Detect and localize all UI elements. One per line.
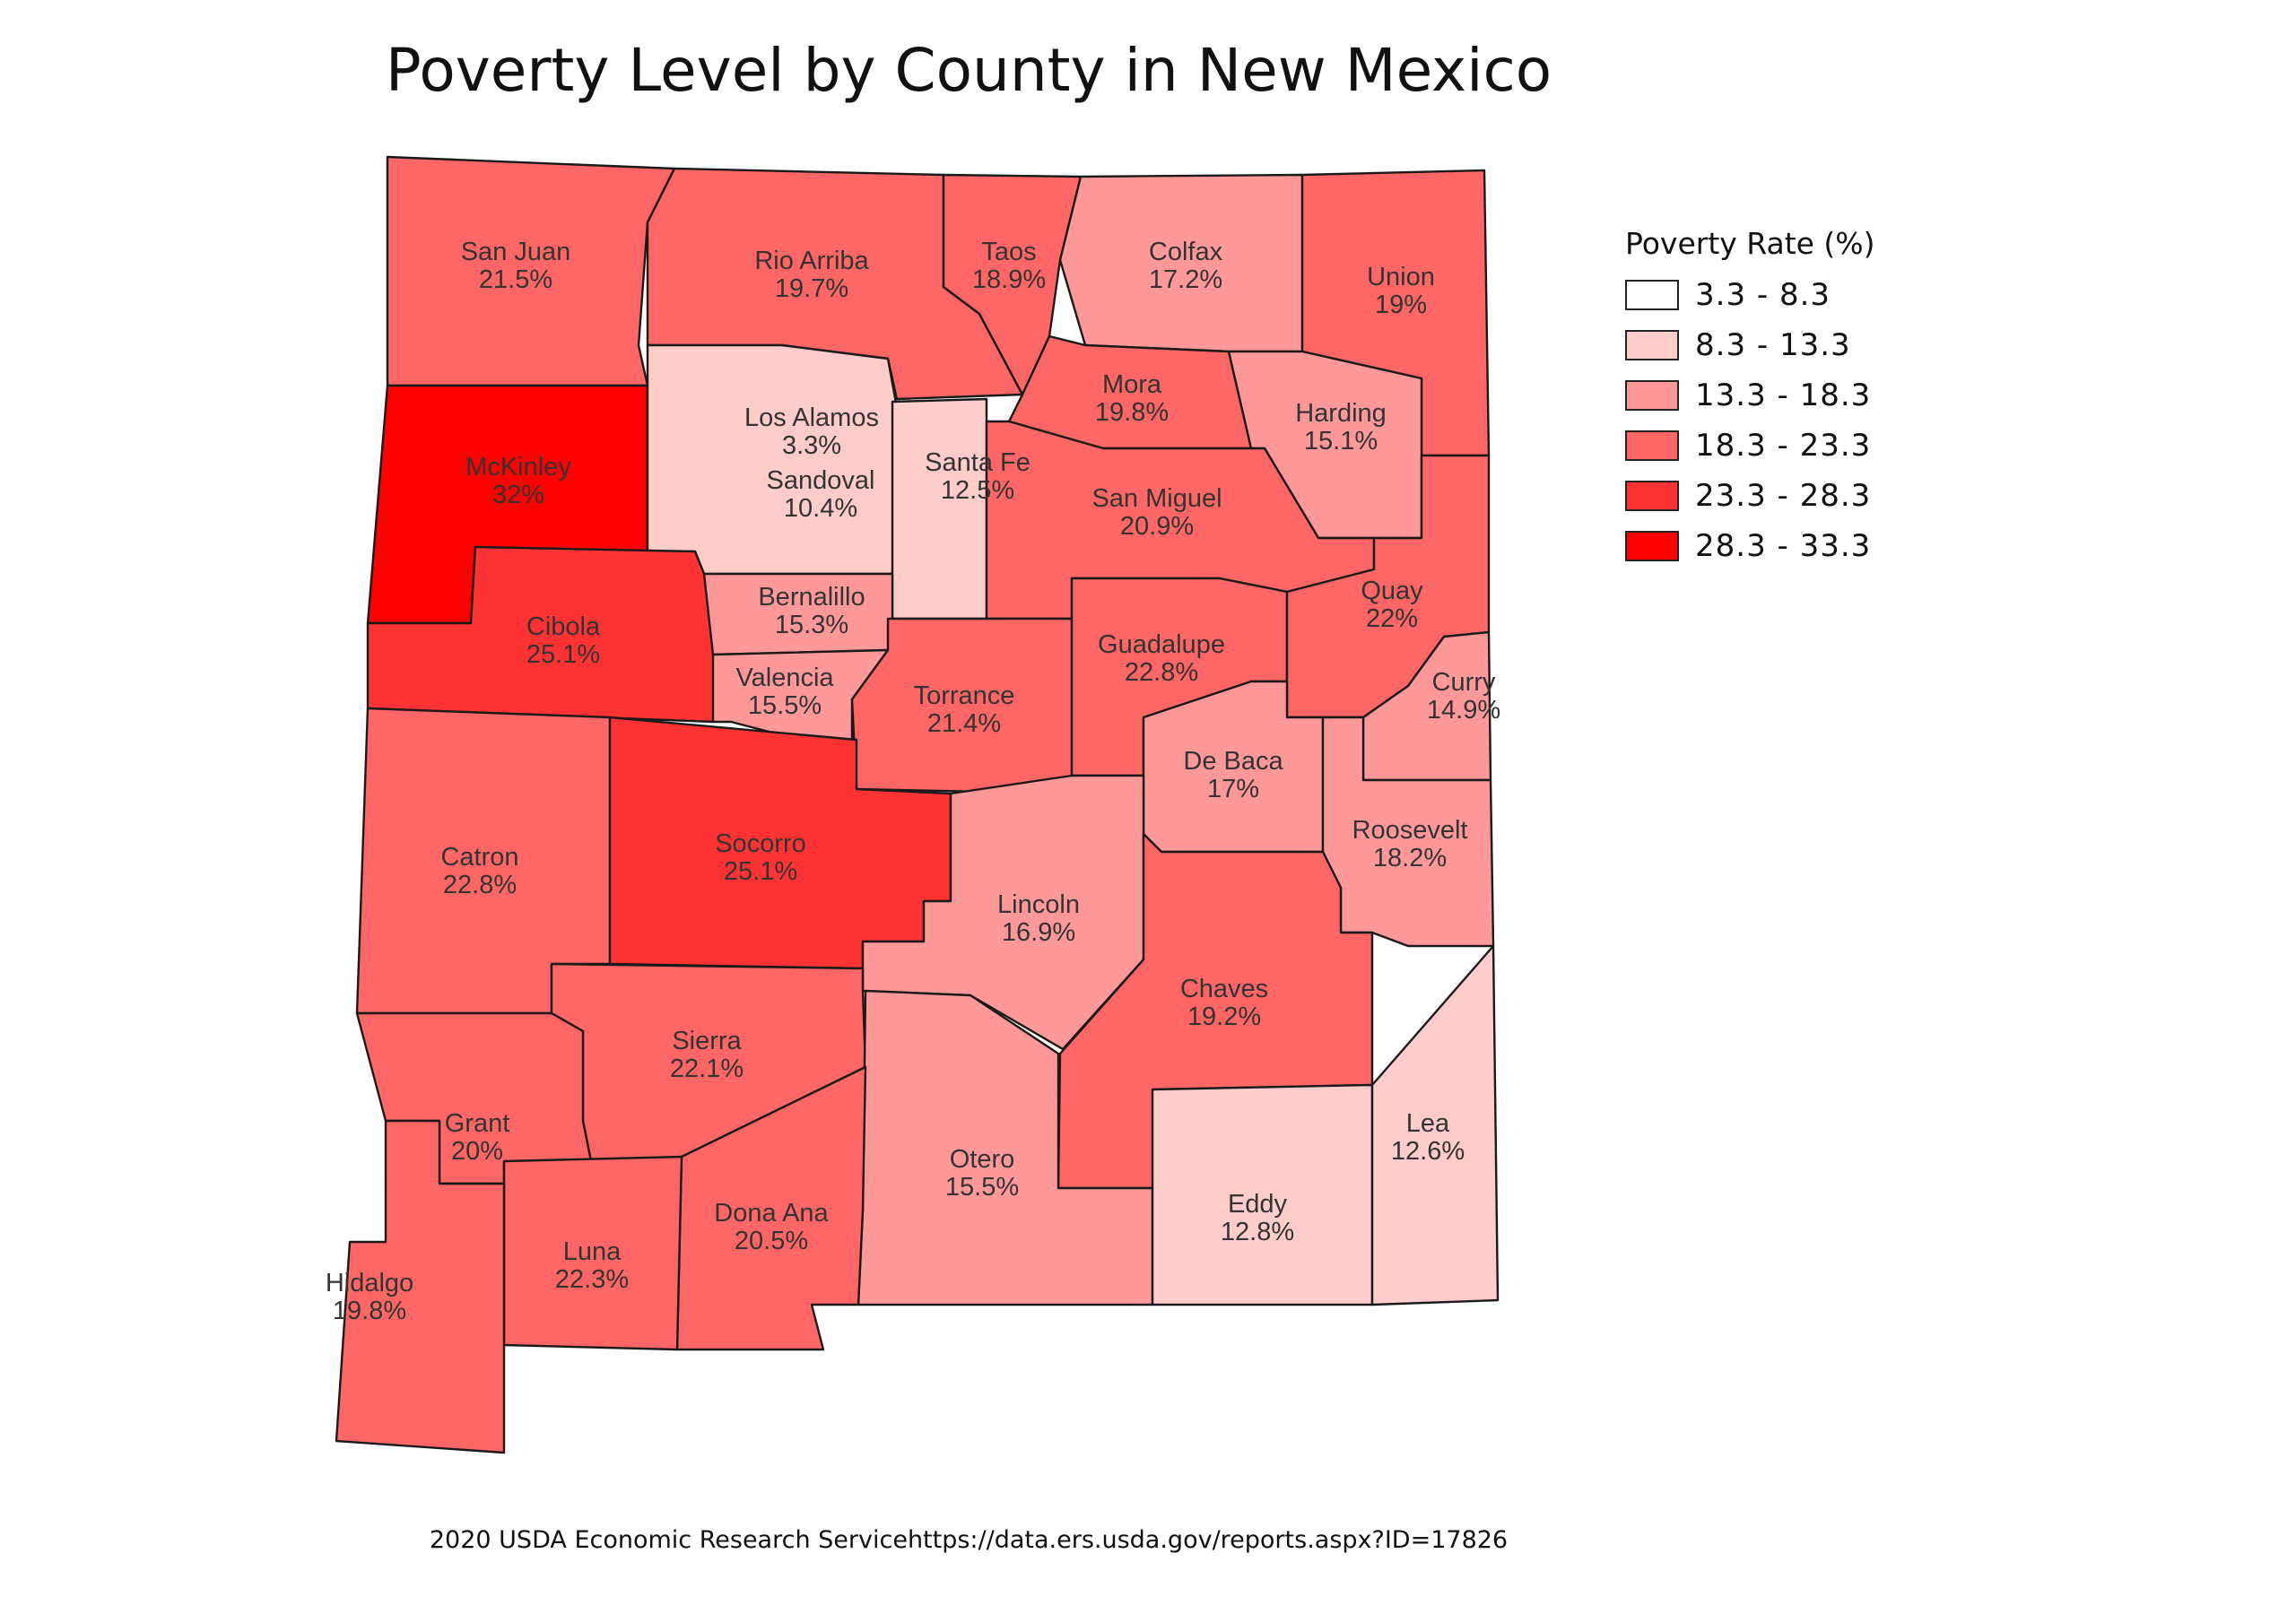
county-name-label: Eddy [1228, 1190, 1288, 1219]
county-value-label: 15.1% [1304, 427, 1378, 456]
county-value-label: 22% [1366, 604, 1418, 633]
county-name-label: Taos [981, 238, 1036, 266]
county-name-label: Rio Arriba [754, 247, 869, 275]
county-value-label: 17.2% [1149, 265, 1222, 294]
county-sandoval [646, 343, 899, 576]
county-name-label: Hidalgo [326, 1269, 413, 1298]
county-value-label: 22.1% [670, 1055, 744, 1083]
county-value-label: 20% [451, 1137, 503, 1166]
legend-swatch [1625, 280, 1679, 310]
legend-label: 23.3 - 28.3 [1695, 478, 1872, 514]
county-value-label: 22.3% [555, 1265, 629, 1294]
legend-swatch [1625, 330, 1679, 360]
county-value-label: 25.1% [526, 640, 600, 669]
legend-swatch [1625, 481, 1679, 511]
county-value-label: 25.1% [724, 857, 797, 886]
county-name-label: Lea [1406, 1109, 1450, 1138]
county-value-label: 15.5% [945, 1173, 1019, 1202]
county-name-label: Otero [950, 1145, 1015, 1174]
county-name-label: De Baca [1183, 747, 1283, 776]
legend-item: 8.3 - 13.3 [1625, 320, 2002, 370]
county-value-label: 3.3% [782, 431, 841, 460]
county-name-label: San Miguel [1091, 484, 1222, 513]
county-name-label: Socorro [715, 829, 806, 858]
county-name-label: Catron [440, 843, 518, 872]
county-value-label: 14.9% [1427, 696, 1500, 725]
county-name-label: Los Alamos [744, 404, 879, 432]
county-value-label: 18.9% [972, 265, 1046, 294]
county-value-label: 19.7% [775, 274, 848, 303]
county-value-label: 32% [492, 481, 544, 509]
county-name-label: Mora [1102, 370, 1162, 399]
county-hidalgo [335, 1119, 506, 1454]
county-lea [1370, 944, 1500, 1306]
legend-item: 28.3 - 33.3 [1625, 521, 2002, 571]
county-name-label: Valencia [735, 664, 834, 692]
legend-swatch [1625, 380, 1679, 411]
county-name-label: Roosevelt [1352, 816, 1468, 845]
county-name-label: McKinley [465, 453, 571, 482]
county-value-label: 19.2% [1187, 1002, 1261, 1031]
county-name-label: Colfax [1149, 238, 1223, 266]
county-name-label: Bernalillo [758, 583, 865, 612]
county-value-label: 16.9% [1002, 918, 1075, 947]
county-value-label: 15.3% [775, 611, 848, 639]
legend-label: 28.3 - 33.3 [1695, 528, 1872, 564]
county-value-label: 19.8% [333, 1297, 406, 1325]
county-name-label: Curry [1432, 668, 1496, 697]
county-value-label: 22.8% [443, 871, 517, 899]
county-value-label: 20.5% [735, 1227, 808, 1255]
county-name-label: Grant [445, 1109, 510, 1138]
legend-label: 3.3 - 8.3 [1695, 277, 1831, 313]
county-value-label: 15.5% [748, 691, 822, 720]
legend-label: 8.3 - 13.3 [1695, 327, 1851, 363]
legend-label: 13.3 - 18.3 [1695, 378, 1872, 413]
county-name-label: Torrance [914, 681, 1015, 710]
county-name-label: Chaves [1180, 975, 1268, 1003]
legend-item: 3.3 - 8.3 [1625, 270, 2002, 320]
county-name-label: Quay [1361, 577, 1423, 605]
legend-swatch [1625, 430, 1679, 461]
county-name-label: Dona Ana [714, 1199, 829, 1228]
county-name-label: Sandoval [767, 466, 875, 495]
county-name-label: Sierra [672, 1027, 742, 1055]
county-value-label: 20.9% [1120, 512, 1194, 541]
legend-swatch [1625, 531, 1679, 561]
county-value-label: 22.8% [1125, 658, 1198, 687]
county-name-label: Santa Fe [925, 448, 1031, 477]
county-value-label: 21.4% [927, 709, 1001, 738]
legend-item: 23.3 - 28.3 [1625, 471, 2002, 521]
county-value-label: 12.5% [941, 476, 1014, 505]
legend-item: 18.3 - 23.3 [1625, 421, 2002, 471]
county-value-label: 17% [1207, 775, 1259, 803]
county-dona-ana [675, 1065, 867, 1351]
source-note: 2020 USDA Economic Research Servicehttps… [429, 1526, 1509, 1554]
county-value-label: 18.2% [1373, 844, 1447, 872]
map-title: Poverty Level by County in New Mexico [385, 36, 1552, 105]
county-name-label: Guadalupe [1098, 630, 1225, 659]
county-value-label: 10.4% [784, 494, 857, 523]
county-value-label: 19.8% [1095, 398, 1169, 427]
county-value-label: 12.8% [1221, 1218, 1294, 1246]
county-value-label: 21.5% [479, 265, 552, 294]
county-santa-fe [891, 397, 988, 621]
county-value-label: 12.6% [1391, 1137, 1465, 1166]
county-name-label: Union [1367, 263, 1435, 291]
legend-label: 18.3 - 23.3 [1695, 428, 1872, 464]
county-value-label: 19% [1375, 291, 1427, 319]
county-name-label: Lincoln [997, 890, 1080, 919]
county-name-label: San Juan [461, 238, 571, 266]
county-name-label: Luna [563, 1237, 622, 1266]
legend-title: Poverty Rate (%) [1625, 226, 1875, 261]
legend-item: 13.3 - 18.3 [1625, 370, 2002, 421]
legend: Poverty Rate (%) 3.3 - 8.3 8.3 - 13.3 13.3… [1625, 226, 2002, 571]
county-name-label: Cibola [526, 612, 601, 641]
county-name-label: Harding [1295, 399, 1387, 428]
